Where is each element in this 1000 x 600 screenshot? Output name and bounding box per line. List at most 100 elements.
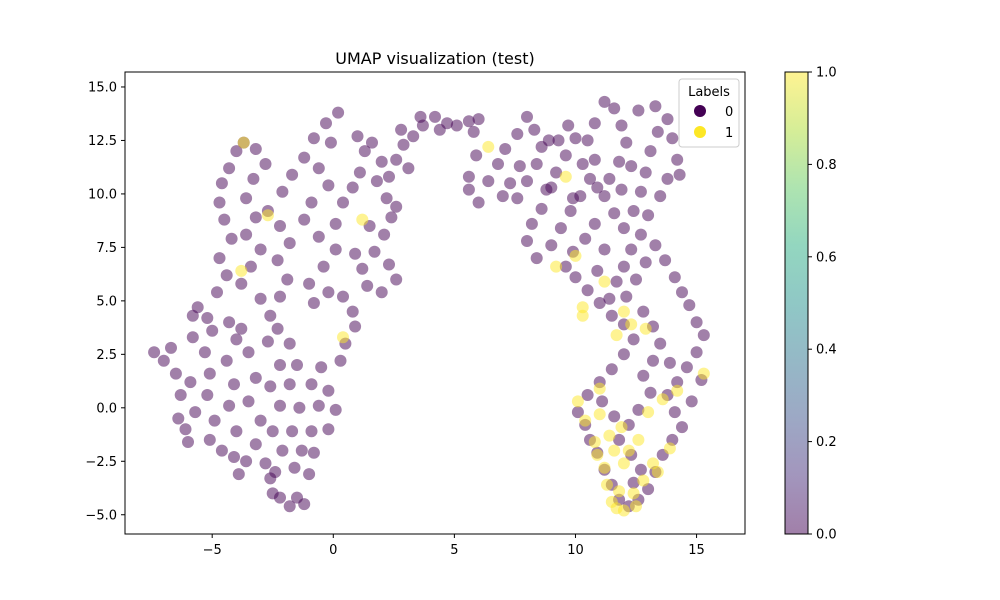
point-label-0 <box>259 457 272 470</box>
point-label-0 <box>383 170 395 183</box>
point-label-0 <box>605 309 618 322</box>
point-label-0 <box>380 192 393 205</box>
point-label-0 <box>639 256 652 269</box>
point-label-0 <box>172 412 185 425</box>
point-label-0 <box>613 155 626 168</box>
point-label-0 <box>680 361 693 374</box>
y-tick-label: 2.5 <box>96 348 117 363</box>
point-label-0 <box>230 425 243 438</box>
point-label-0 <box>676 421 688 434</box>
colorbar: 0.0 0.2 0.4 0.6 0.8 1.0 <box>784 66 837 543</box>
point-label-0 <box>385 211 398 224</box>
point-label-0 <box>274 290 286 303</box>
point-label-0 <box>283 337 296 350</box>
point-label-0 <box>390 200 403 213</box>
colorbar-ticks: 0.0 0.2 0.4 0.6 0.8 1.0 <box>808 66 837 543</box>
point-label-1 <box>613 485 626 498</box>
point-label-0 <box>264 309 277 322</box>
point-label-0 <box>358 145 371 158</box>
point-label-0 <box>225 232 238 245</box>
point-label-0 <box>368 245 381 258</box>
point-label-0 <box>189 406 202 419</box>
point-label-1 <box>593 408 606 421</box>
point-label-0 <box>554 222 567 235</box>
legend-title: Labels <box>688 85 730 100</box>
x-tick-label: −5 <box>203 543 222 558</box>
point-label-0 <box>298 151 311 164</box>
point-label-0 <box>261 335 274 348</box>
point-label-0 <box>429 110 441 123</box>
point-label-0 <box>157 354 170 367</box>
point-label-0 <box>571 406 584 419</box>
colorbar-tick-label: 0.2 <box>816 435 837 450</box>
legend-label-0: 0 <box>725 105 733 120</box>
point-label-0 <box>528 123 541 136</box>
point-label-1 <box>642 406 655 419</box>
point-label-0 <box>591 264 604 277</box>
point-label-0 <box>634 185 647 198</box>
point-label-0 <box>218 213 231 226</box>
point-label-0 <box>266 425 279 438</box>
point-label-0 <box>511 128 524 140</box>
point-label-0 <box>174 389 187 401</box>
point-label-1 <box>617 457 630 470</box>
point-label-1 <box>337 331 349 344</box>
point-label-0 <box>329 403 342 416</box>
point-label-0 <box>482 175 495 188</box>
point-label-0 <box>683 299 696 312</box>
point-label-0 <box>191 301 204 314</box>
point-label-0 <box>366 136 378 149</box>
point-label-0 <box>198 346 211 359</box>
x-tick-label: 10 <box>567 543 584 558</box>
point-label-1 <box>697 367 710 380</box>
point-label-1 <box>598 275 611 288</box>
point-label-1 <box>235 264 248 277</box>
point-label-0 <box>605 363 618 376</box>
point-label-0 <box>254 414 267 427</box>
point-label-0 <box>274 399 286 412</box>
point-label-0 <box>242 346 255 359</box>
point-label-0 <box>378 228 391 241</box>
point-label-0 <box>651 125 664 138</box>
point-label-0 <box>211 286 223 299</box>
point-label-0 <box>383 258 395 271</box>
y-tick-label: 12.5 <box>88 134 117 149</box>
point-label-0 <box>588 153 601 166</box>
point-label-0 <box>179 423 192 436</box>
point-label-0 <box>591 181 604 194</box>
point-label-0 <box>353 166 366 179</box>
point-label-0 <box>349 247 362 260</box>
point-label-0 <box>312 230 325 243</box>
point-label-0 <box>312 399 325 412</box>
point-label-0 <box>346 181 359 194</box>
point-label-0 <box>337 290 349 303</box>
point-label-1 <box>576 301 589 314</box>
point-label-0 <box>525 217 538 230</box>
point-label-0 <box>307 297 320 309</box>
point-label-0 <box>627 476 640 489</box>
point-label-0 <box>603 172 616 185</box>
point-label-0 <box>305 378 318 391</box>
point-label-1 <box>663 442 676 455</box>
y-tick-label: 7.5 <box>96 241 117 256</box>
scatter-points <box>148 95 710 517</box>
point-label-0 <box>608 410 621 423</box>
point-label-0 <box>305 425 318 438</box>
point-label-1 <box>610 329 623 342</box>
colorbar-frame <box>784 71 809 535</box>
point-label-0 <box>165 341 177 354</box>
point-label-0 <box>322 286 335 299</box>
point-label-0 <box>559 149 572 162</box>
colorbar-tick-label: 0.8 <box>816 158 837 173</box>
point-label-0 <box>637 305 650 318</box>
point-label-0 <box>334 354 347 367</box>
point-label-1 <box>617 305 630 318</box>
point-label-1 <box>593 382 606 395</box>
point-label-1 <box>637 474 650 487</box>
point-label-0 <box>644 145 657 158</box>
point-label-1 <box>569 249 582 262</box>
point-label-0 <box>552 134 565 147</box>
point-label-0 <box>659 254 672 267</box>
point-label-0 <box>346 305 359 318</box>
point-label-0 <box>375 155 388 168</box>
